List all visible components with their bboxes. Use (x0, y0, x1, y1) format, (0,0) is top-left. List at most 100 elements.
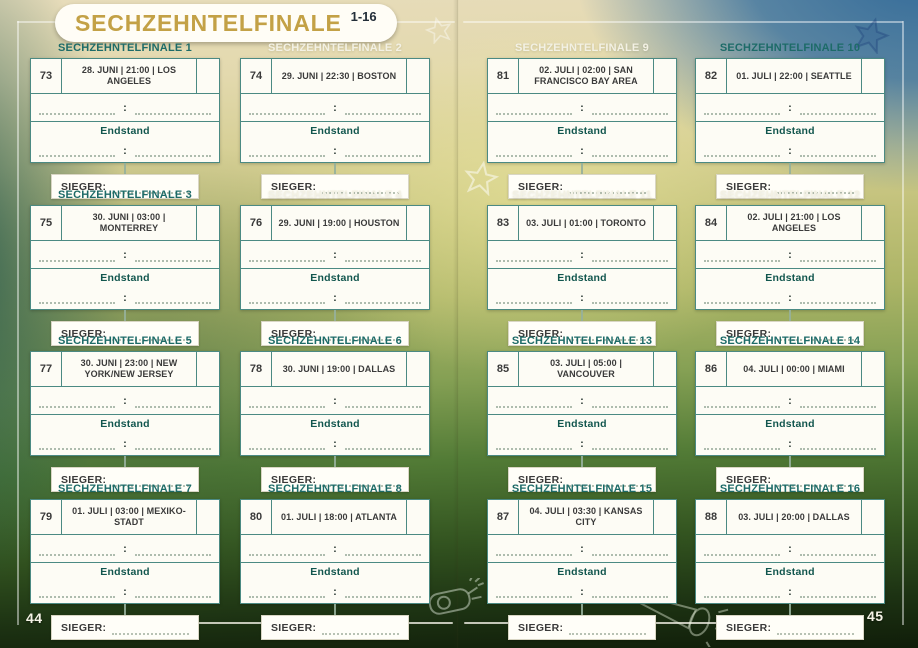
match-number: 86 (696, 352, 727, 386)
match-datetime-venue: 03. JULI | 05:00 | VANCOUVER (550, 358, 622, 379)
home-team-field[interactable] (704, 260, 780, 262)
away-team-field[interactable] (592, 113, 668, 115)
away-team-field[interactable] (135, 113, 211, 115)
home-score-field[interactable] (39, 155, 115, 157)
teams-colon: : (333, 395, 337, 407)
away-team-field[interactable] (592, 406, 668, 408)
sieger-field[interactable] (112, 620, 189, 635)
spare-cell (406, 352, 429, 386)
home-team-field[interactable] (704, 113, 780, 115)
away-score-field[interactable] (592, 155, 668, 157)
away-score-field[interactable] (345, 155, 421, 157)
away-score-field[interactable] (135, 448, 211, 450)
sieger-field[interactable] (322, 620, 399, 635)
away-team-field[interactable] (135, 554, 211, 556)
sieger-box: SIEGER: (508, 321, 656, 346)
home-team-field[interactable] (704, 554, 780, 556)
sieger-field[interactable] (112, 472, 189, 487)
sieger-field[interactable] (322, 472, 399, 487)
home-score-field[interactable] (39, 448, 115, 450)
home-team-field[interactable] (39, 554, 115, 556)
sieger-field[interactable] (322, 179, 399, 194)
sieger-field[interactable] (777, 620, 854, 635)
away-team-field[interactable] (800, 406, 876, 408)
sieger-field[interactable] (777, 326, 854, 341)
away-score-field[interactable] (800, 302, 876, 304)
home-score-field[interactable] (496, 155, 572, 157)
away-score-field[interactable] (800, 155, 876, 157)
home-team-field[interactable] (249, 406, 325, 408)
away-team-field[interactable] (800, 260, 876, 262)
away-score-field[interactable] (800, 448, 876, 450)
connector-line (581, 456, 583, 467)
match-box: 86 04. JULI | 00:00 | MIAMI : Endstand : (695, 351, 885, 456)
home-score-field[interactable] (39, 596, 115, 598)
away-team-field[interactable] (345, 113, 421, 115)
match-info-row: 81 02. JULI | 02:00 | SAN FRANCISCO BAY … (488, 59, 676, 93)
home-team-field[interactable] (496, 406, 572, 408)
home-score-field[interactable] (249, 155, 325, 157)
spare-cell (406, 500, 429, 534)
home-score-field[interactable] (496, 302, 572, 304)
home-score-field[interactable] (249, 448, 325, 450)
away-team-field[interactable] (135, 406, 211, 408)
teams-colon: : (788, 249, 792, 261)
away-team-field[interactable] (345, 260, 421, 262)
sieger-field[interactable] (112, 326, 189, 341)
away-team-field[interactable] (800, 113, 876, 115)
away-score-field[interactable] (345, 302, 421, 304)
match-box: 75 30. JUNI | 03:00 | MONTERREY : Endsta… (30, 205, 220, 310)
home-team-field[interactable] (249, 113, 325, 115)
home-score-field[interactable] (704, 448, 780, 450)
away-team-field[interactable] (345, 406, 421, 408)
sieger-field[interactable] (777, 179, 854, 194)
home-team-field[interactable] (496, 554, 572, 556)
away-score-field[interactable] (135, 596, 211, 598)
match-header: SECHZEHNTELFINALE 6 (268, 335, 402, 347)
home-score-field[interactable] (249, 596, 325, 598)
home-score-field[interactable] (704, 302, 780, 304)
team-names-row: : (241, 534, 429, 562)
connector-line (789, 456, 791, 467)
home-score-field[interactable] (39, 302, 115, 304)
away-score-field[interactable] (592, 302, 668, 304)
home-team-field[interactable] (39, 406, 115, 408)
away-team-field[interactable] (592, 260, 668, 262)
home-score-field[interactable] (496, 596, 572, 598)
match-card: SECHZEHNTELFINALE 4 76 29. JUNI | 19:00 … (240, 188, 430, 346)
match-header: SECHZEHNTELFINALE 4 (268, 189, 402, 201)
home-team-field[interactable] (249, 554, 325, 556)
home-team-field[interactable] (496, 260, 572, 262)
sieger-field[interactable] (777, 472, 854, 487)
away-score-field[interactable] (135, 155, 211, 157)
away-team-field[interactable] (135, 260, 211, 262)
away-team-field[interactable] (800, 554, 876, 556)
away-score-field[interactable] (592, 448, 668, 450)
sieger-field[interactable] (569, 472, 646, 487)
home-score-field[interactable] (496, 448, 572, 450)
away-team-field[interactable] (592, 554, 668, 556)
sieger-field[interactable] (322, 326, 399, 341)
away-team-field[interactable] (345, 554, 421, 556)
home-team-field[interactable] (39, 113, 115, 115)
home-score-field[interactable] (704, 155, 780, 157)
home-team-field[interactable] (249, 260, 325, 262)
sieger-box: SIEGER: (716, 321, 864, 346)
sieger-field[interactable] (569, 179, 646, 194)
home-team-field[interactable] (39, 260, 115, 262)
home-team-field[interactable] (704, 406, 780, 408)
sieger-label: SIEGER: (271, 621, 317, 634)
away-score-field[interactable] (345, 596, 421, 598)
home-score-field[interactable] (249, 302, 325, 304)
sieger-field[interactable] (112, 179, 189, 194)
sieger-field[interactable] (569, 620, 646, 635)
home-team-field[interactable] (496, 113, 572, 115)
match-info-row: 84 02. JULI | 21:00 | LOS ANGELES (696, 206, 884, 240)
home-score-field[interactable] (704, 596, 780, 598)
sieger-field[interactable] (569, 326, 646, 341)
away-score-field[interactable] (800, 596, 876, 598)
away-score-field[interactable] (135, 302, 211, 304)
sieger-box: SIEGER: (508, 174, 656, 199)
away-score-field[interactable] (345, 448, 421, 450)
away-score-field[interactable] (592, 596, 668, 598)
